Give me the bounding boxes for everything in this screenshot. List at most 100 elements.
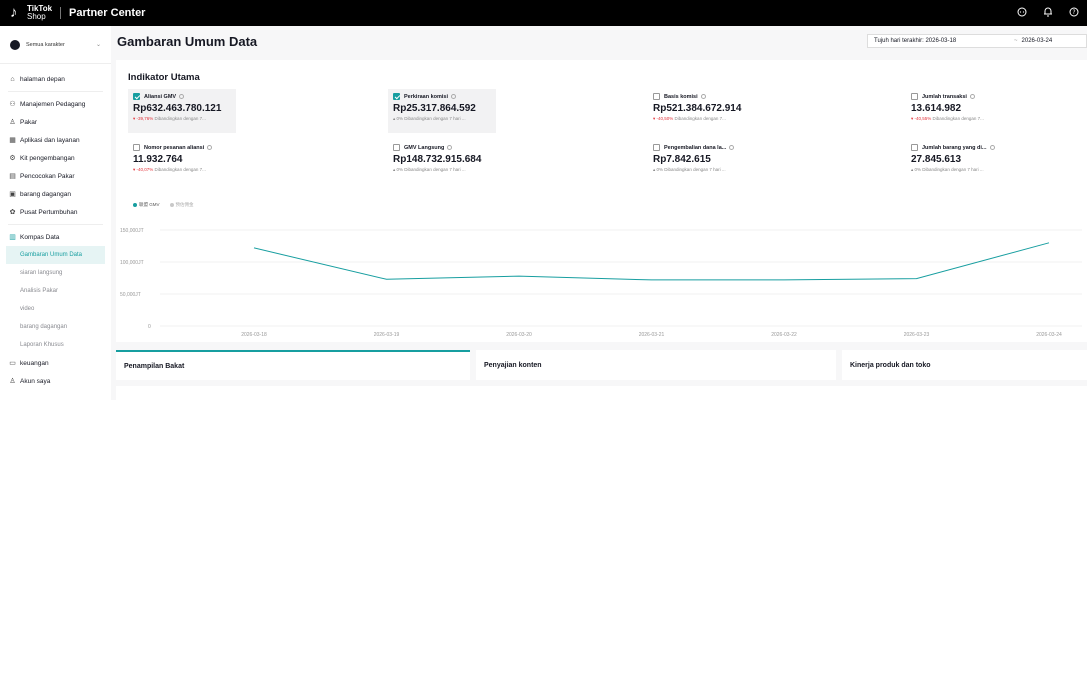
metric-change: -40,55% bbox=[914, 116, 932, 121]
metric-label: Pengembalian dana la... bbox=[664, 144, 727, 151]
info-icon[interactable] bbox=[451, 94, 457, 99]
x-tick-label: 2026-03-21 bbox=[639, 332, 665, 338]
trend-down-icon: ▾ bbox=[911, 116, 915, 121]
sidebar-item-expert[interactable]: ♙ Pakar bbox=[0, 113, 111, 131]
sidebar-sub-special-report[interactable]: Laporan Khusus bbox=[20, 342, 64, 348]
metric-compare: Dibandingkan dengan 7... bbox=[932, 116, 984, 121]
sidebar-item-label: keuangan bbox=[20, 359, 49, 367]
chat-icon[interactable] bbox=[1009, 7, 1035, 20]
legend-item[interactable]: 联盟 GMV bbox=[133, 202, 160, 208]
sidebar-item-account[interactable]: ♙ Akun saya bbox=[0, 372, 111, 390]
tab-content-area bbox=[116, 386, 1087, 400]
checkbox[interactable] bbox=[133, 144, 140, 151]
box-icon: ▣ bbox=[9, 191, 16, 198]
sidebar-item-growth[interactable]: ✿ Pusat Pertumbuhan bbox=[0, 203, 111, 221]
sidebar-item-label: barang dagangan bbox=[20, 190, 71, 198]
apps-icon: ▦ bbox=[9, 137, 16, 144]
legend-item[interactable]: 预估佣金 bbox=[169, 202, 194, 208]
sidebar-item-label: halaman depan bbox=[20, 75, 65, 83]
metric-value: 13.614.982 bbox=[911, 103, 962, 114]
x-tick-label: 2026-03-23 bbox=[904, 332, 930, 338]
key-indicators-card: Indikator Utama Aliansi GMV Rp632.463.78… bbox=[116, 60, 1087, 342]
sidebar-sub-live[interactable]: siaran langsung bbox=[20, 270, 63, 276]
sidebar-item-label: Kit pengembangan bbox=[20, 154, 75, 162]
growth-icon: ✿ bbox=[9, 209, 16, 216]
metric-nomor-pesanan[interactable]: Nomor pesanan aliansi 11.932.764 ▾ -40,0… bbox=[128, 140, 236, 184]
metric-compare: Dibandingkan dengan 7 hari ... bbox=[664, 167, 726, 172]
sidebar-sub-products[interactable]: barang dagangan bbox=[20, 324, 68, 330]
sidebar-item-devkit[interactable]: ⚙ Kit pengembangan bbox=[0, 149, 111, 167]
metric-label: Jumlah barang yang di... bbox=[922, 144, 987, 151]
sidebar-item-products[interactable]: ▣ barang dagangan bbox=[0, 185, 111, 203]
checkbox[interactable] bbox=[393, 93, 400, 100]
metric-basis-komisi[interactable]: Basis komisi Rp521.384.672.914 ▾ -40,50%… bbox=[648, 89, 756, 133]
checkbox[interactable] bbox=[653, 144, 660, 151]
page-title: Gambaran Umum Data bbox=[117, 34, 258, 49]
role-selector[interactable]: Semua karakter ⌄ bbox=[0, 26, 111, 64]
metric-compare: Dibandingkan dengan 7 hari ... bbox=[922, 167, 984, 172]
main-content: Gambaran Umum Data Tujuh hari terakhir: … bbox=[111, 26, 1087, 400]
metric-perkiraan-komisi[interactable]: Perkiraan komisi Rp25.317.864.592 ▴ 0% D… bbox=[388, 89, 496, 133]
date-separator: ~ bbox=[1014, 38, 1018, 44]
metric-pengembalian-dana[interactable]: Pengembalian dana la... Rp7.842.615 ▴ 0%… bbox=[648, 140, 756, 184]
chart-legend: 联盟 GMV 预估佣金 bbox=[133, 202, 204, 208]
metric-change: -40,50% bbox=[656, 116, 674, 121]
checkbox[interactable] bbox=[653, 93, 660, 100]
sidebar: Semua karakter ⌄ ⌂ halaman depan ⚇ Manaj… bbox=[0, 26, 111, 400]
metric-change: 0% bbox=[396, 116, 404, 121]
sidebar-item-matching[interactable]: ▤ Pencocokan Pakar bbox=[0, 167, 111, 185]
sidebar-item-apps[interactable]: ▦ Aplikasi dan layanan bbox=[0, 131, 111, 149]
info-icon[interactable] bbox=[179, 94, 185, 99]
metric-jumlah-transaksi[interactable]: Jumlah transaksi 13.614.982 ▾ -40,55% Di… bbox=[906, 89, 1014, 133]
metric-jumlah-barang[interactable]: Jumlah barang yang di... 27.845.613 ▴ 0%… bbox=[906, 140, 1014, 184]
checkbox[interactable] bbox=[133, 93, 140, 100]
y-tick-label: 150,000JT bbox=[120, 228, 144, 234]
legend-dot bbox=[133, 203, 137, 207]
date-range-picker[interactable]: Tujuh hari terakhir: 2026-03-18 ~ 2026-0… bbox=[867, 34, 1087, 48]
sidebar-sub-overview[interactable]: Gambaran Umum Data bbox=[6, 246, 105, 264]
info-icon[interactable] bbox=[729, 145, 735, 150]
tab-penyajian-konten[interactable]: Penyajian konten bbox=[476, 350, 836, 380]
info-icon[interactable] bbox=[989, 145, 995, 150]
chevron-down-icon: ⌄ bbox=[95, 42, 101, 48]
metric-label: Perkiraan komisi bbox=[404, 93, 449, 100]
sidebar-item-merchant[interactable]: ⚇ Manajemen Pedagang bbox=[0, 95, 111, 113]
sidebar-item-label: Kompas Data bbox=[20, 233, 60, 241]
info-icon[interactable] bbox=[447, 145, 453, 150]
bell-icon[interactable] bbox=[1035, 6, 1061, 20]
sidebar-item-label: Pakar bbox=[20, 118, 37, 126]
info-icon[interactable] bbox=[700, 94, 706, 99]
checkbox[interactable] bbox=[911, 93, 918, 100]
page-header: Gambaran Umum Data Tujuh hari terakhir: … bbox=[111, 26, 1087, 56]
checkbox[interactable] bbox=[393, 144, 400, 151]
tab-penampilan-bakat[interactable]: Penampilan Bakat bbox=[116, 350, 470, 380]
info-icon[interactable] bbox=[969, 94, 975, 99]
tiktok-shop-logo[interactable]: ♪ TikTok Shop bbox=[10, 5, 52, 21]
sidebar-sub-expert-analysis[interactable]: Analisis Pakar bbox=[20, 288, 59, 294]
metric-gmv-langsung[interactable]: GMV Langsung Rp148.732.915.684 ▴ 0% Diba… bbox=[388, 140, 496, 184]
sidebar-item-data-compass[interactable]: ▥ Kompas Data bbox=[0, 228, 111, 246]
metric-value: 11.932.764 bbox=[133, 154, 183, 165]
users-icon: ⚇ bbox=[9, 101, 16, 108]
sidebar-item-label: Aplikasi dan layanan bbox=[20, 136, 80, 144]
section-title: Indikator Utama bbox=[128, 72, 200, 83]
sidebar-item-home[interactable]: ⌂ halaman depan bbox=[0, 70, 111, 88]
metric-compare: Dibandingkan dengan 7... bbox=[154, 167, 206, 172]
sidebar-item-label: Pencocokan Pakar bbox=[20, 172, 75, 180]
y-tick-label: 0 bbox=[148, 324, 151, 330]
tab-kinerja-produk[interactable]: Kinerja produk dan toko bbox=[842, 350, 1087, 380]
account-icon: ♙ bbox=[9, 378, 16, 385]
sidebar-sub-video[interactable]: video bbox=[20, 306, 35, 312]
info-icon[interactable] bbox=[207, 145, 213, 150]
checkbox[interactable] bbox=[911, 144, 918, 151]
logo-line2: Shop bbox=[27, 12, 46, 21]
topbar-divider bbox=[60, 7, 62, 19]
legend-label: 联盟 GMV bbox=[139, 202, 160, 207]
metric-aliansi-gmv[interactable]: Aliansi GMV Rp632.463.780.121 ▾ -39,76% … bbox=[128, 89, 236, 133]
logo-line1: TikTok bbox=[27, 4, 53, 13]
chart-icon: ▥ bbox=[9, 234, 16, 241]
date-end: 2026-03-24 bbox=[1021, 38, 1053, 44]
help-icon[interactable]: ? bbox=[1061, 7, 1087, 20]
top-bar: ♪ TikTok Shop Partner Center ? bbox=[0, 0, 1087, 26]
sidebar-item-finance[interactable]: ▭ keuangan bbox=[0, 354, 111, 372]
